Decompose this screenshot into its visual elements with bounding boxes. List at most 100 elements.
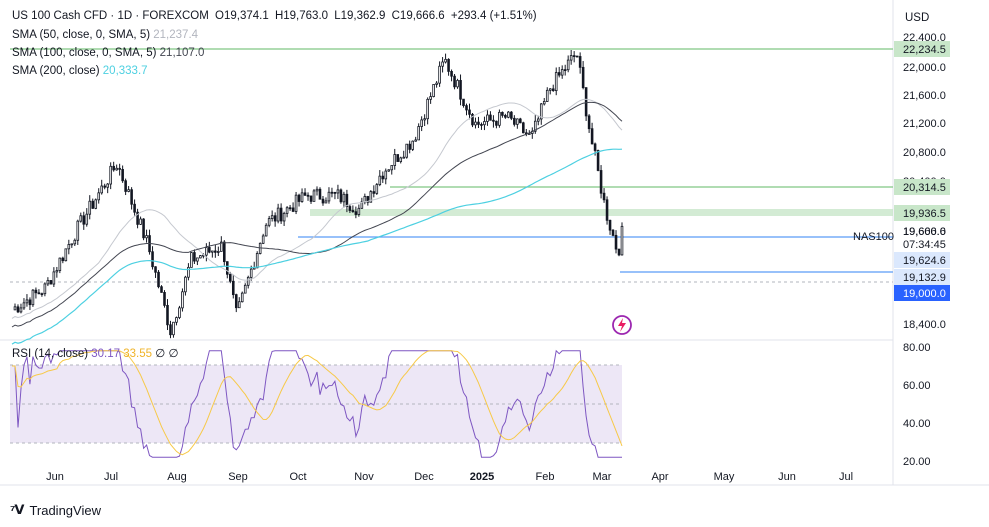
candle	[243, 284, 247, 294]
high-label: H	[274, 10, 284, 22]
sma-50-line	[11, 98, 623, 319]
candle	[19, 307, 23, 313]
candle	[438, 65, 441, 84]
candle	[79, 215, 83, 222]
candle	[575, 55, 579, 58]
candle	[291, 207, 295, 212]
candle	[399, 157, 403, 162]
price-tick-label: 21,200.0	[903, 118, 946, 130]
rsi-legend[interactable]: RSI (14, close) 30.17 33.55 ∅ ∅	[12, 346, 179, 362]
candle	[426, 98, 429, 120]
candle	[220, 241, 223, 252]
candle	[151, 251, 154, 268]
candle	[303, 192, 307, 196]
sma200-label: SMA (200, close)	[12, 65, 100, 77]
candle	[237, 301, 241, 309]
candle	[142, 218, 145, 239]
candle	[234, 294, 238, 309]
candle	[327, 191, 331, 202]
candle	[566, 59, 570, 71]
candle	[608, 219, 612, 231]
currency-button[interactable]: USD	[905, 12, 930, 24]
candle	[34, 289, 38, 294]
candle	[94, 199, 98, 209]
candle	[545, 89, 549, 102]
candle	[578, 56, 582, 68]
price-tick-label: 19,600.0	[903, 226, 946, 238]
candle	[462, 98, 465, 107]
candle	[169, 324, 172, 336]
candle	[157, 271, 160, 288]
candle	[217, 250, 220, 253]
candle	[366, 196, 370, 203]
sma50-legend[interactable]: SMA (50, close, 0, SMA, 5) 21,237.4	[12, 27, 198, 43]
candle	[420, 119, 423, 127]
candle	[381, 175, 385, 180]
candle	[61, 257, 65, 262]
candle	[28, 299, 32, 306]
candle	[145, 235, 148, 239]
candle	[483, 121, 486, 126]
candle	[46, 280, 50, 285]
candle	[52, 271, 56, 285]
candle	[205, 247, 208, 256]
rsi-ma-line	[12, 350, 623, 456]
candle	[560, 69, 564, 76]
candle	[276, 207, 280, 222]
price-tag-label: 07:34:45	[903, 239, 946, 251]
candle	[240, 292, 244, 303]
candle	[372, 191, 376, 194]
candle	[166, 304, 169, 326]
candle	[40, 293, 44, 296]
candle	[109, 165, 112, 185]
sma100-legend[interactable]: SMA (100, close, 0, SMA, 5) 21,107.0	[12, 45, 204, 61]
candle	[199, 255, 202, 259]
candle	[43, 283, 47, 295]
zone-19936[interactable]	[310, 209, 893, 216]
time-axis[interactable]: Jun Jul Aug Sep Oct Nov Dec 2025 Feb Mar Apr May Jun…	[46, 471, 853, 483]
candle	[351, 210, 355, 213]
close-label: C	[391, 10, 400, 22]
price-tag-bg	[894, 252, 950, 268]
candle	[282, 212, 286, 222]
candle	[465, 105, 468, 111]
candle	[64, 248, 68, 262]
candle	[97, 192, 101, 201]
candle	[492, 119, 495, 122]
time-tick-label: Feb	[536, 471, 555, 483]
rsi-axis[interactable]: 80.00 60.00 40.00 20.00	[903, 342, 931, 468]
candle	[584, 87, 588, 117]
candle	[539, 103, 543, 120]
candle	[315, 188, 319, 192]
candle	[181, 291, 184, 309]
candle	[85, 213, 89, 225]
candle	[533, 120, 537, 132]
candle	[507, 111, 510, 118]
time-tick-label: May	[714, 471, 735, 483]
candle	[88, 200, 92, 215]
candle	[223, 241, 226, 263]
candle	[163, 292, 166, 306]
candle	[318, 188, 322, 200]
candle	[124, 180, 127, 192]
candle	[447, 58, 450, 72]
candle	[554, 72, 558, 92]
rsi-empty-2: ∅	[168, 348, 179, 360]
candle	[348, 206, 352, 211]
candle	[324, 200, 328, 204]
flash-icon-bolt	[618, 318, 626, 332]
candle	[231, 280, 235, 296]
candle	[345, 193, 349, 207]
tradingview-brand[interactable]: ⁷𝗩 TradingView	[10, 502, 101, 518]
candle	[342, 193, 346, 203]
open-label: O	[215, 10, 224, 22]
price-tag-bg	[894, 269, 950, 285]
sma200-legend[interactable]: SMA (200, close) 20,333.7	[12, 63, 148, 79]
candle	[417, 126, 420, 141]
candle	[25, 299, 29, 304]
candle	[432, 84, 435, 97]
candle	[602, 192, 606, 201]
candle	[423, 118, 426, 121]
